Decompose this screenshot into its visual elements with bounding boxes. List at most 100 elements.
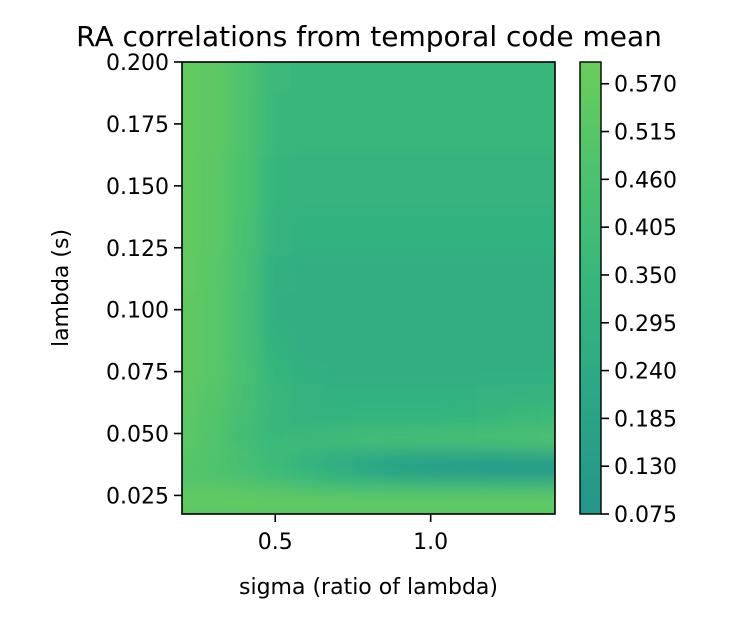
heatmap-cell [415,92,447,156]
heatmap-cell [197,210,230,255]
heatmap-cell [539,359,555,385]
heatmap-cell [197,92,230,156]
heatmap-cell [477,253,509,292]
heatmap-cell [182,291,199,329]
heatmap-cell [508,507,541,514]
heatmap-cell [197,359,230,385]
heatmap-cell [415,458,447,472]
heatmap-cell [182,253,199,292]
heatmap-cell [197,458,230,472]
heatmap-cell [384,458,416,472]
heatmap-cell [352,154,385,212]
heatmap-cell [197,154,230,212]
heatmap-cell [182,154,199,212]
heatmap-cell [259,210,292,255]
plot-frame [181,61,556,515]
heatmap-cell [508,328,541,360]
heatmap-cells [182,62,555,514]
heatmap-cell [384,328,416,360]
heatmap-cell [446,483,478,497]
heatmap-cell [290,458,323,472]
heatmap-cell [321,210,354,255]
heatmap-cell [228,383,261,410]
heatmap-cell [446,62,478,94]
heatmap-cell [352,430,385,447]
heatmap-cell [415,62,447,94]
heatmap-cell [384,483,416,497]
heatmap-cell [384,359,416,385]
y-axis-label: lambda (s) [49,229,74,347]
heatmap-cell [352,383,385,410]
heatmap-cell [384,430,416,447]
heatmap-cell [477,328,509,360]
heatmap-cell [539,291,555,329]
heatmap-cell [477,383,509,410]
heatmap-cell [182,92,199,156]
heatmap-cell [446,470,478,484]
heatmap-cell [352,328,385,360]
heatmap-cell [446,408,478,432]
heatmap-cell [539,154,555,212]
heatmap-cell [508,383,541,410]
heatmap-cell [321,408,354,432]
heatmap-cell [446,445,478,459]
heatmap-cell [321,507,354,514]
heatmap-cell [477,62,509,94]
heatmap-cell [259,154,292,212]
heatmap-cell [477,92,509,156]
colorbar-tick-label: 0.185 [614,407,677,432]
y-axis: 0.025 0.050 0.075 0.100 0.125 0.150 0.175 0.200 [106,51,182,509]
heatmap-cell [539,430,555,447]
heatmap-cell [508,154,541,212]
heatmap-cell [352,458,385,472]
heatmap-cell [477,495,509,509]
y-tick-label: 0.175 [106,113,169,138]
heatmap-cell [415,359,447,385]
heatmap-cell [182,458,199,472]
y-tick-label: 0.025 [106,484,169,509]
heatmap-cell [384,62,416,94]
heatmap-cell [352,62,385,94]
heatmap-cell [290,92,323,156]
heatmap-cell [477,154,509,212]
heatmap-cell [321,328,354,360]
heatmap-cell [228,291,261,329]
heatmap-cell [415,253,447,292]
heatmap-cell [182,470,199,484]
heatmap-cell [228,458,261,472]
heatmap-cell [384,408,416,432]
x-tick-label: 1.0 [413,530,448,555]
heatmap-cell [182,359,199,385]
y-tick-label: 0.150 [106,175,169,200]
heatmap-cell [228,483,261,497]
heatmap-cell [446,430,478,447]
heatmap-cell [321,445,354,459]
heatmap-cell [321,470,354,484]
heatmap-cell [290,359,323,385]
heatmap-cell [197,383,230,410]
colorbar-axis: 0.075 0.130 0.185 0.240 0.295 0.350 0.405 0.460… [601,73,677,528]
heatmap-cell [508,470,541,484]
heatmap-cell [321,154,354,212]
heatmap-cell [228,328,261,360]
heatmap-cell [321,253,354,292]
heatmap-cell [290,253,323,292]
heatmap-cell [352,483,385,497]
heatmap-cell [477,483,509,497]
heatmap-cell [228,359,261,385]
heatmap-cell [197,507,230,514]
heatmap-cell [539,253,555,292]
heatmap-cell [259,359,292,385]
colorbar [579,61,602,515]
heatmap-cell [352,92,385,156]
heatmap-cell [259,253,292,292]
heatmap-cell [539,445,555,459]
colorbar-tick-label: 0.130 [614,455,677,480]
heatmap-cell [228,430,261,447]
heatmap-cell [539,507,555,514]
heatmap-cell [259,328,292,360]
heatmap-cell [259,445,292,459]
colorbar-tick-label: 0.460 [614,168,677,193]
heatmap-cell [508,253,541,292]
